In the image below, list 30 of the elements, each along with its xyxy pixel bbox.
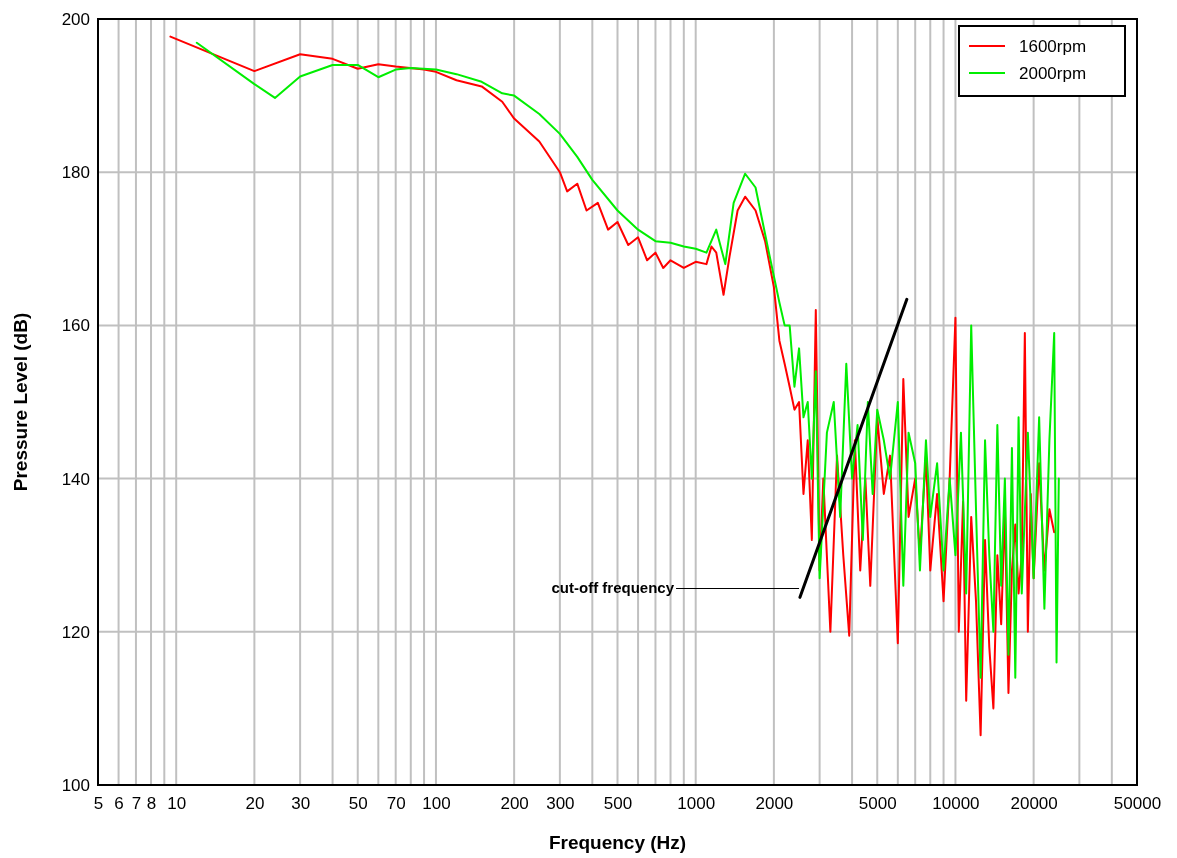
x-tick-label: 1000 [677,794,716,814]
x-tick-label: 100 [422,794,451,814]
x-tick-label: 500 [603,794,633,814]
y-tick-label: 200 [61,9,90,29]
x-tick-label: 7 [131,794,142,814]
x-tick-label: 5000 [858,794,897,814]
x-tick-label: 200 [500,794,529,814]
x-tick-label: 6 [114,794,124,814]
x-tick-label: 10 [167,794,187,814]
x-tick-label: 30 [291,794,311,814]
x-tick-label: 8 [146,794,157,814]
y-tick-label: 180 [61,163,90,183]
y-tick-label: 160 [61,316,90,336]
legend-label: 2000rpm [1019,64,1087,83]
legend-label: 1600rpm [1019,37,1087,56]
x-tick-label: 10000 [932,794,980,814]
x-tick-label: 300 [546,794,575,814]
y-tick-label: 140 [61,469,90,489]
x-tick-label: 2000 [755,794,794,814]
y-tick-label: 120 [61,622,90,642]
x-tick-label: 50 [348,794,368,814]
x-tick-label: 50000 [1113,794,1162,814]
x-axis-title: Frequency (Hz) [548,832,687,853]
y-tick-label: 100 [61,775,90,795]
x-tick-label: 5 [93,794,104,814]
y-axis-title: Pressure Level (dB) [10,312,31,492]
x-tick-label: 20000 [1010,794,1058,814]
x-tick-label: 20 [245,794,265,814]
annotation: cut-off frequency [551,578,675,596]
x-tick-label: 70 [386,794,406,814]
